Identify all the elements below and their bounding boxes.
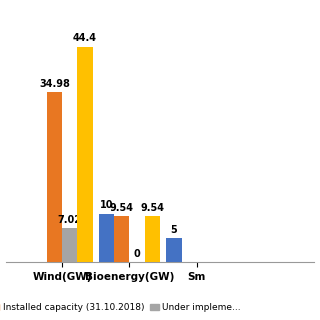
Bar: [99, 214, 114, 262]
Bar: [166, 238, 181, 262]
Text: 44.4: 44.4: [73, 33, 97, 43]
Legend: Installed capacity (31.10.2018), Under impleme...: Installed capacity (31.10.2018), Under i…: [0, 300, 244, 316]
Bar: [145, 216, 160, 262]
Bar: [77, 46, 92, 262]
Text: 0: 0: [134, 249, 140, 259]
Text: 9.54: 9.54: [110, 203, 134, 212]
Bar: [47, 92, 62, 262]
Text: 9.54: 9.54: [140, 203, 164, 212]
Bar: [62, 228, 77, 262]
Text: 5: 5: [171, 225, 177, 235]
Text: 10: 10: [100, 200, 113, 210]
Text: 34.98: 34.98: [39, 79, 70, 89]
Text: 7.02: 7.02: [58, 215, 82, 225]
Bar: [114, 216, 130, 262]
